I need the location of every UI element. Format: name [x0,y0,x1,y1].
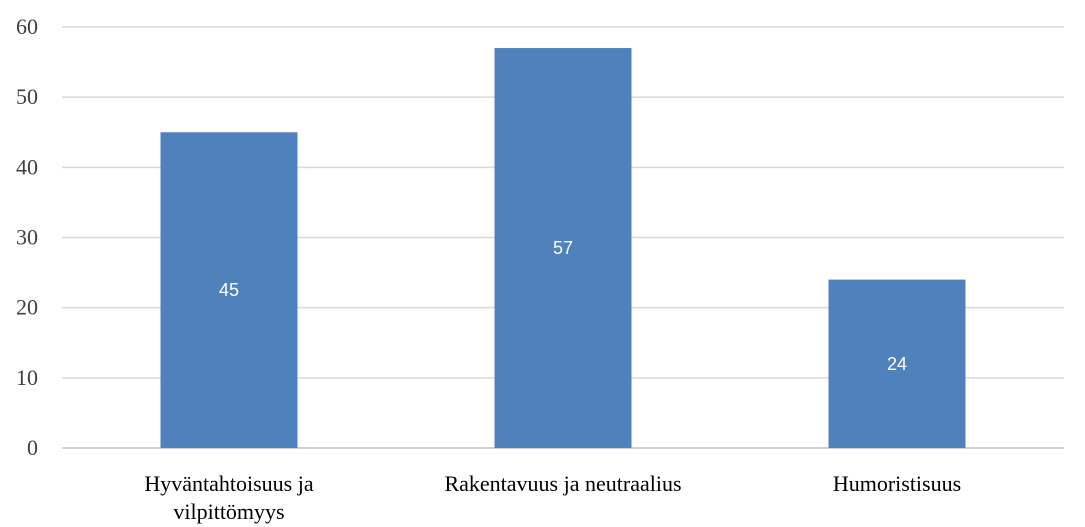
y-tick-label: 60 [16,14,38,39]
y-tick-label: 40 [16,154,38,179]
y-tick-label: 0 [27,435,38,460]
bar [160,132,298,448]
y-tick-label: 10 [16,365,38,390]
y-tick-label: 20 [16,295,38,320]
data-label: 24 [887,354,907,374]
x-tick-label: Rakentavuus ja neutraalius [444,471,681,496]
y-tick-label: 50 [16,84,38,109]
y-axis-ticks: 0 10 20 30 40 50 60 [16,14,38,460]
bars [160,48,966,449]
x-axis-ticks: Hyväntahtoisuus ja vilpittömyys Rakentavuu… [144,471,961,524]
bar [494,48,632,449]
x-tick-label: Hyväntahtoisuus ja vilpittömyys [144,471,313,524]
x-tick-label-line: Rakentavuus ja neutraalius [444,471,681,496]
x-tick-label: Humoristisuus [833,471,961,496]
bar [828,279,966,448]
data-labels: 45 57 24 [219,238,907,374]
x-tick-label-line: vilpittömyys [173,499,284,524]
data-label: 45 [219,280,239,300]
data-label: 57 [553,238,573,258]
x-tick-label-line: Hyväntahtoisuus ja [144,471,313,496]
x-tick-label-line: Humoristisuus [833,471,961,496]
y-tick-label: 30 [16,225,38,250]
